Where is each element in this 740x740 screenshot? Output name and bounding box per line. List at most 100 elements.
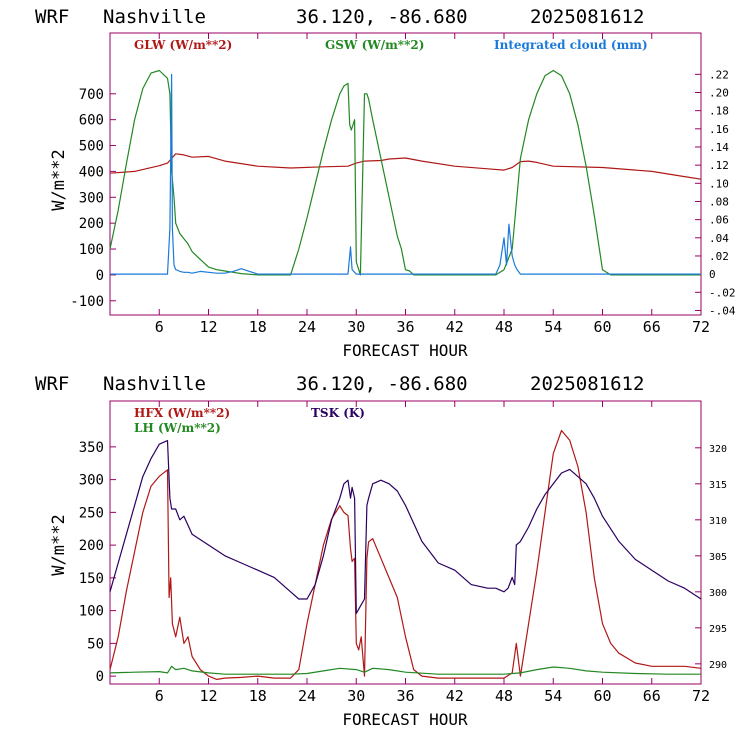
top-series-integrated-cloud-line bbox=[110, 73, 701, 275]
top-x-tick-label: 30 bbox=[347, 318, 365, 336]
top-x-tick-label: 54 bbox=[544, 318, 562, 336]
bottom-x-tick-label: 42 bbox=[446, 687, 464, 705]
top-x-tick-label: 72 bbox=[692, 318, 710, 336]
top-x-tick-label: 12 bbox=[199, 318, 217, 336]
bottom-x-tick-label: 12 bbox=[199, 687, 217, 705]
bottom-x-ticks: 6 12 18 24 30 36 42 48 54 60 66 72 bbox=[155, 401, 710, 705]
top-y2-ticks: -.04 -.02 0 .02 .04 .06 .08 .10 .12 .14 .16 .18 .20.… bbox=[695, 68, 736, 317]
top-x-tick-label: 6 bbox=[155, 318, 164, 336]
top-x-axis-label: FORECAST HOUR bbox=[342, 341, 468, 360]
top-x-tick-label: 60 bbox=[593, 318, 611, 336]
top-y2-tick-label: .16 bbox=[709, 123, 729, 136]
top-radiation-chart: 6 12 18 24 30 36 42 48 54 60 66 72 -100 0 100 200 300 40… bbox=[49, 32, 736, 360]
bottom-y-axis-label: W/m**2 bbox=[49, 514, 69, 575]
top-x-tick-label: 66 bbox=[643, 318, 661, 336]
bottom-x-tick-label: 24 bbox=[298, 687, 316, 705]
top-y-tick-label: -100 bbox=[70, 294, 104, 310]
top-y-tick-label: 100 bbox=[79, 242, 104, 258]
legend-integrated-cloud: Integrated cloud (mm) bbox=[494, 38, 648, 52]
bottom-y2-tick-label: 290 bbox=[709, 660, 727, 671]
bottom-x-tick-label: 54 bbox=[544, 687, 562, 705]
bottom-flux-chart: 6 12 18 24 30 36 42 48 54 60 66 72 0 50 100 150 200 250 3… bbox=[49, 400, 727, 729]
legend-glw: GLW (W/m**2) bbox=[134, 38, 232, 52]
bottom-x-tick-label: 6 bbox=[155, 687, 164, 705]
top-header-run: 2025081612 bbox=[530, 6, 644, 28]
top-x-tick-label: 18 bbox=[249, 318, 267, 336]
top-series-gsw-line bbox=[109, 69, 701, 276]
top-header-model: WRF bbox=[35, 6, 69, 28]
bottom-x-axis-label: FORECAST HOUR bbox=[342, 710, 468, 729]
top-y2-tick-label: .20 bbox=[709, 86, 729, 99]
bottom-header-station: Nashville bbox=[103, 373, 206, 395]
bottom-y-tick-label: 150 bbox=[79, 571, 104, 587]
top-y-axis-label: W/m**2 bbox=[49, 149, 69, 210]
top-y2-tick-label: .08 bbox=[709, 195, 729, 208]
bottom-x-tick-label: 36 bbox=[396, 687, 414, 705]
top-x-tick-label: 36 bbox=[396, 318, 414, 336]
top-y2-tick-label: .14 bbox=[709, 141, 729, 154]
top-y2-tick-label: .18 bbox=[709, 105, 729, 118]
bottom-series-hfx-line bbox=[109, 429, 702, 680]
bottom-y-tick-label: 0 bbox=[96, 669, 104, 685]
bottom-series-lh-line bbox=[109, 665, 701, 675]
bottom-chart-header: WRF Nashville 36.120, -86.680 2025081612 bbox=[35, 373, 644, 395]
bottom-y2-tick-label: 305 bbox=[709, 552, 727, 563]
bottom-x-tick-label: 66 bbox=[643, 687, 661, 705]
top-header-station: Nashville bbox=[103, 6, 206, 28]
bottom-header-run: 2025081612 bbox=[530, 373, 644, 395]
bottom-header-coords: 36.120, -86.680 bbox=[296, 373, 468, 395]
top-header-coords: 36.120, -86.680 bbox=[296, 6, 468, 28]
bottom-x-tick-label: 18 bbox=[249, 687, 267, 705]
legend-tsk: TSK (K) bbox=[311, 406, 365, 420]
top-y2-tick-label: .10 bbox=[709, 177, 729, 190]
top-chart-header: WRF Nashville 36.120, -86.680 2025081612 bbox=[35, 6, 644, 28]
bottom-x-tick-label: 60 bbox=[593, 687, 611, 705]
bottom-plot-frame bbox=[109, 400, 702, 685]
bottom-x-tick-label: 30 bbox=[347, 687, 365, 705]
top-x-tick-label: 42 bbox=[446, 318, 464, 336]
top-y-tick-label: 300 bbox=[79, 190, 104, 206]
top-y2-tick-label: 0 bbox=[709, 268, 716, 281]
top-y-tick-label: 500 bbox=[79, 139, 104, 155]
top-y-tick-label: 0 bbox=[96, 268, 104, 284]
top-y2-tick-label: -.02 bbox=[709, 286, 736, 299]
top-y2-tick-label: .22 bbox=[709, 68, 729, 81]
top-y2-tick-label: .04 bbox=[709, 232, 729, 245]
bottom-y-tick-label: 350 bbox=[79, 440, 104, 456]
bottom-y2-tick-label: 310 bbox=[709, 516, 727, 527]
bottom-y2-tick-label: 300 bbox=[709, 588, 727, 599]
bottom-y-tick-label: 50 bbox=[87, 636, 104, 652]
top-y-tick-label: 700 bbox=[79, 87, 104, 103]
top-y-ticks: -100 0 100 200 300 400 500 600 700 bbox=[70, 87, 116, 310]
top-plot-frame bbox=[109, 32, 702, 316]
bottom-y-tick-label: 250 bbox=[79, 505, 104, 521]
top-y2-tick-label: .06 bbox=[709, 214, 729, 227]
bottom-y-tick-label: 300 bbox=[79, 473, 104, 489]
top-x-ticks: 6 12 18 24 30 36 42 48 54 60 66 72 bbox=[155, 33, 710, 336]
bottom-y-tick-label: 200 bbox=[79, 538, 104, 554]
bottom-x-tick-label: 48 bbox=[495, 687, 513, 705]
top-y-tick-label: 400 bbox=[79, 164, 104, 180]
legend-gsw: GSW (W/m**2) bbox=[325, 38, 424, 52]
bottom-series-group bbox=[109, 429, 702, 680]
legend-lh: LH (W/m**2) bbox=[134, 421, 221, 435]
top-y2-tick-label: .12 bbox=[709, 159, 729, 172]
bottom-header-model: WRF bbox=[35, 373, 69, 395]
bottom-y-ticks: 0 50 100 150 200 250 300 350 bbox=[79, 440, 116, 685]
bottom-y-tick-label: 100 bbox=[79, 604, 104, 620]
bottom-y2-tick-label: 315 bbox=[709, 480, 727, 491]
bottom-y2-tick-label: 295 bbox=[709, 624, 727, 635]
bottom-series-tsk-line bbox=[109, 440, 702, 614]
top-series-glw-line bbox=[109, 153, 702, 180]
top-y-tick-label: 200 bbox=[79, 216, 104, 232]
bottom-y2-ticks: 290 295 300 305 310 315 320 bbox=[695, 444, 727, 671]
top-x-tick-label: 24 bbox=[298, 318, 316, 336]
top-y-tick-label: 600 bbox=[79, 113, 104, 129]
top-series-group bbox=[109, 69, 702, 276]
top-y2-tick-label: -.04 bbox=[709, 304, 736, 317]
top-y2-tick-label: .02 bbox=[709, 250, 729, 263]
bottom-x-tick-label: 72 bbox=[692, 687, 710, 705]
legend-hfx: HFX (W/m**2) bbox=[134, 406, 230, 420]
bottom-y2-tick-label: 320 bbox=[709, 444, 727, 455]
